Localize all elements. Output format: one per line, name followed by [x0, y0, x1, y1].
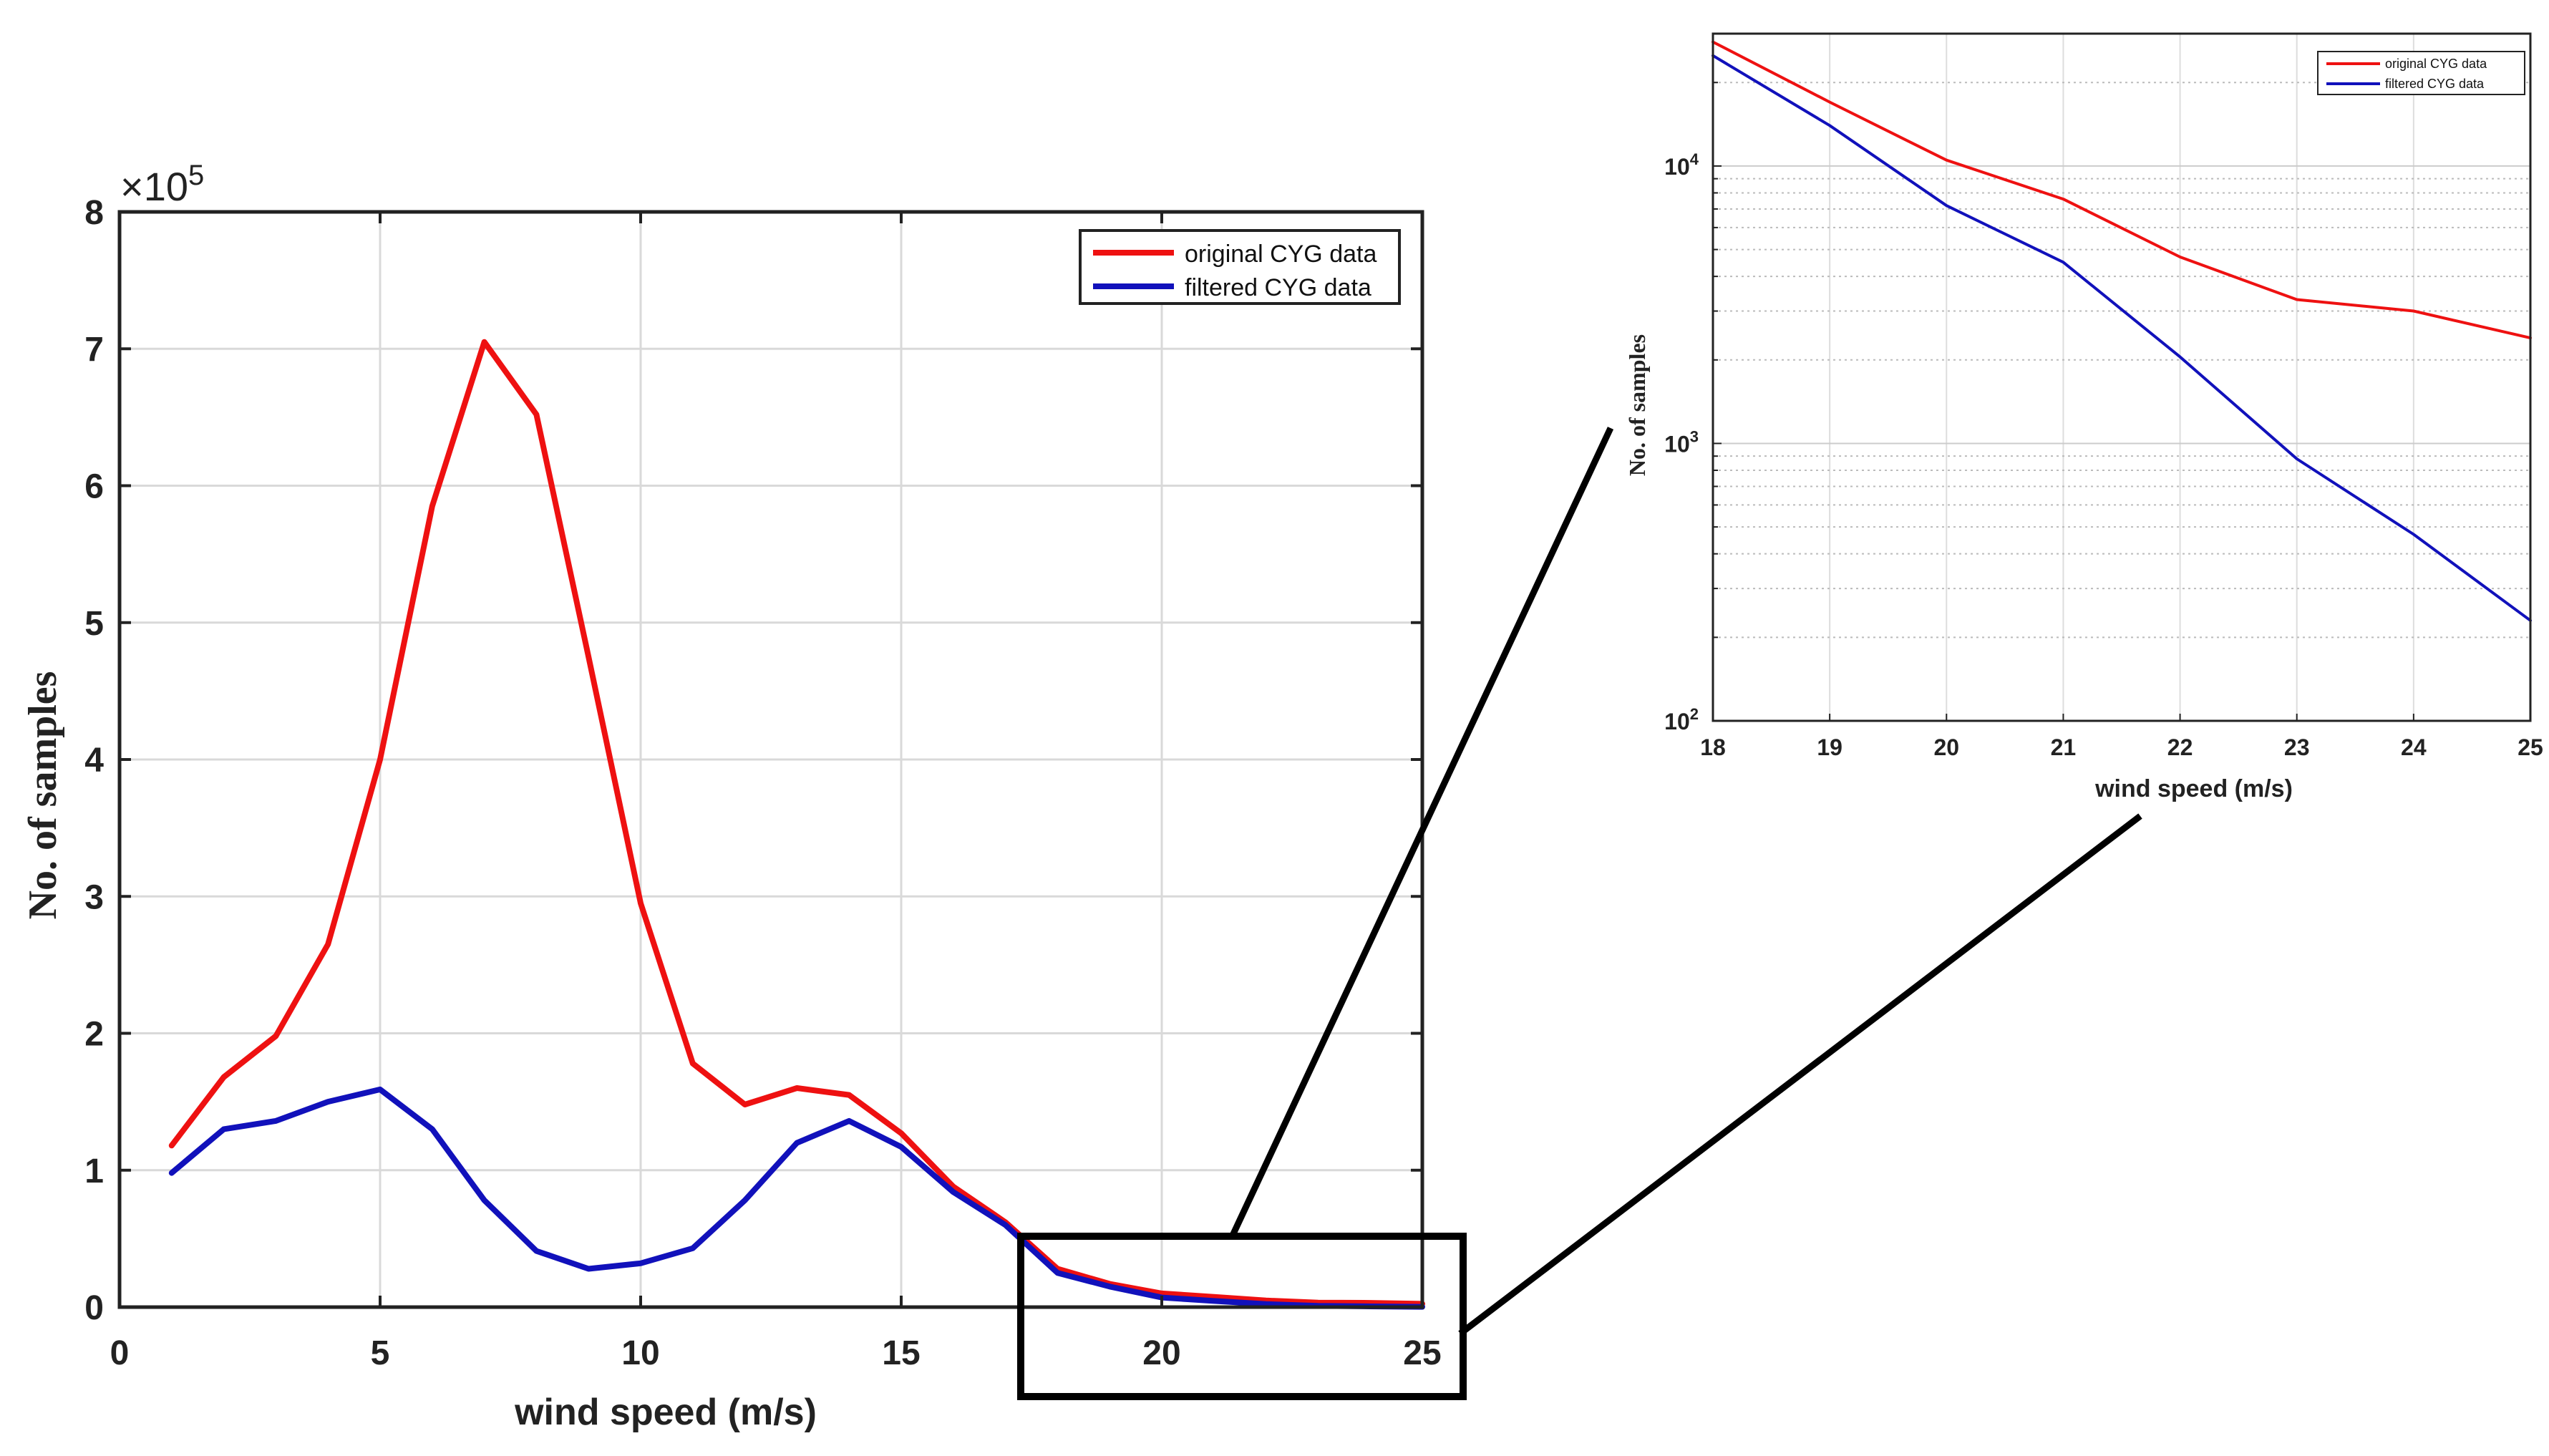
main-x-tick-label: 20 — [1142, 1334, 1180, 1372]
inset-x-tick-label: 23 — [2284, 734, 2310, 760]
main-x-tick-label: 15 — [882, 1334, 920, 1372]
inset-series-lines — [1712, 40, 2532, 622]
inset-x-tick-label: 24 — [2401, 734, 2427, 760]
inset-series-line-original — [1712, 40, 2532, 340]
main-x-tick-labels: 0 5 10 15 20 25 — [110, 1334, 1442, 1372]
inset-y-tick-label: 104 — [1664, 150, 1699, 180]
inset-grid — [1713, 33, 2530, 722]
inset-y-tick-labels: 102 103 104 — [1664, 150, 1699, 734]
main-legend-box — [1079, 229, 1401, 305]
inset-tick-marks — [1712, 33, 2531, 722]
main-y-tick-label: 0 — [84, 1289, 104, 1327]
main-y-tick-label: 6 — [84, 468, 104, 506]
main-y-tick-label: 8 — [84, 194, 104, 232]
main-x-axis-title: wind speed (m/s) — [514, 1392, 817, 1433]
inset-x-tick-label: 19 — [1817, 734, 1842, 760]
main-series-lines — [168, 339, 1425, 1310]
main-series-line-filtered — [168, 1086, 1425, 1310]
zoom-connector-lower — [1458, 813, 2142, 1336]
main-y-tick-label: 3 — [84, 878, 104, 916]
main-y-tick-label: 5 — [84, 605, 104, 643]
main-y-tick-labels: 0 1 2 3 4 5 6 7 8 — [84, 194, 104, 1327]
inset-x-tick-label: 18 — [1700, 734, 1726, 760]
inset-x-tick-labels: 18 19 20 21 22 23 24 25 — [1700, 734, 2543, 760]
main-y-scale-factor: ×105 — [120, 160, 204, 209]
main-y-tick-label: 4 — [84, 742, 104, 780]
inset-legend-label-filtered: filtered CYG data — [2385, 77, 2485, 91]
inset-x-tick-label: 25 — [2518, 734, 2543, 760]
inset-x-axis-title: wind speed (m/s) — [2094, 775, 2293, 802]
inset-legend-box — [2317, 51, 2525, 95]
main-y-tick-label: 1 — [84, 1152, 104, 1190]
inset-legend: original CYG data filtered CYG data — [2317, 51, 2525, 95]
inset-series-line-filtered — [1712, 54, 2532, 622]
main-legend-label-filtered: filtered CYG data — [1185, 274, 1371, 301]
main-y-axis-title: No. of samples — [21, 671, 65, 920]
main-x-tick-label: 25 — [1403, 1334, 1441, 1372]
main-y-tick-label: 7 — [84, 331, 104, 369]
main-x-tick-label: 0 — [110, 1334, 130, 1372]
zoom-region-box — [1017, 1233, 1467, 1400]
inset-x-tick-label: 22 — [2167, 734, 2193, 760]
inset-plot-frame — [1712, 32, 2532, 722]
inset-y-axis-title: No. of samples — [1624, 334, 1650, 476]
main-x-tick-label: 5 — [371, 1334, 390, 1372]
main-series-line-original — [168, 339, 1425, 1307]
inset-legend-label-original: original CYG data — [2385, 57, 2487, 71]
main-legend-label-original: original CYG data — [1185, 241, 1377, 268]
main-tick-marks — [118, 210, 1424, 1309]
main-grid — [120, 212, 1422, 1307]
inset-y-tick-label: 102 — [1664, 705, 1699, 734]
inset-chart: 18 19 20 21 22 23 24 25 102 103 104 wind speed (m… — [1624, 32, 2543, 802]
inset-x-tick-label: 21 — [2051, 734, 2077, 760]
main-legend: original CYG data filtered CYG data — [1079, 229, 1401, 305]
inset-x-tick-label: 20 — [1933, 734, 1959, 760]
main-chart: 0 5 10 15 20 25 0 1 2 3 4 5 6 7 8 ×105 wind speed (m/… — [21, 160, 1442, 1433]
zoom-connector-upper — [1228, 427, 1614, 1240]
inset-y-tick-label: 103 — [1664, 427, 1699, 457]
main-x-tick-label: 10 — [621, 1334, 659, 1372]
main-y-tick-label: 2 — [84, 1016, 104, 1054]
